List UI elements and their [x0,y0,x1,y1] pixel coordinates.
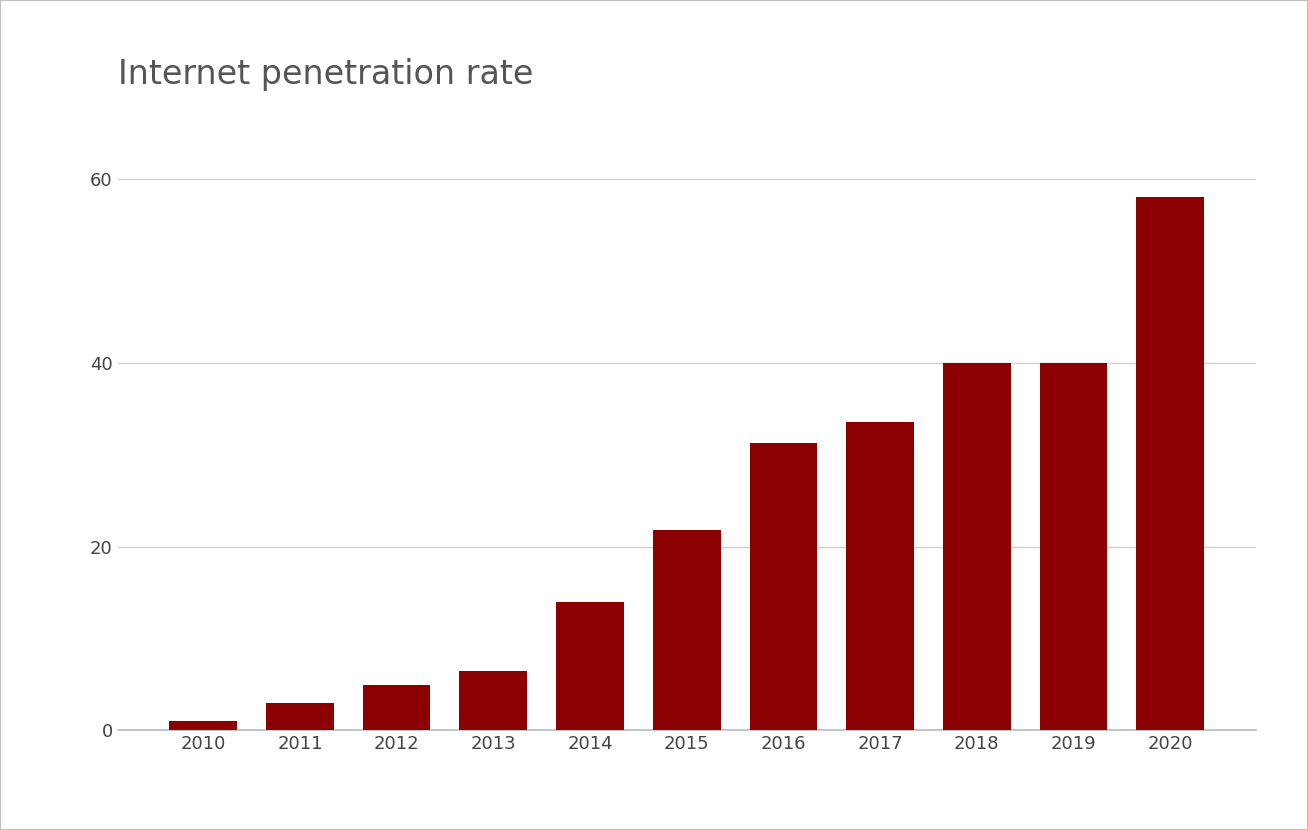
Bar [459,671,527,730]
Bar [362,686,430,730]
Bar [1040,363,1108,730]
Text: Internet penetration rate: Internet penetration rate [118,58,534,91]
Bar [653,530,721,730]
Bar [556,602,624,730]
Bar [846,422,914,730]
Bar [266,703,334,730]
Bar [1137,198,1203,730]
Bar [943,363,1011,730]
Bar [749,442,818,730]
Bar [170,721,237,730]
